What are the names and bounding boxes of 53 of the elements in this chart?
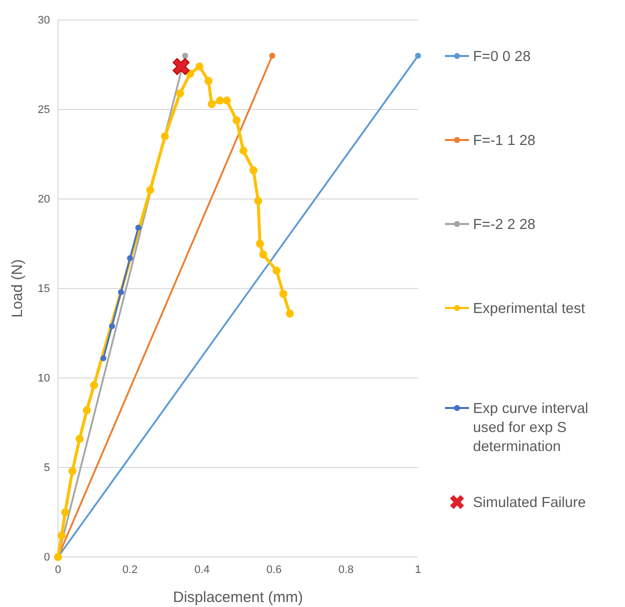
y-tick-label: 0 xyxy=(44,552,50,564)
point xyxy=(272,266,281,275)
point xyxy=(61,508,70,516)
y-tick-label: 30 xyxy=(38,14,50,27)
legend-label: Simulated Failure xyxy=(473,495,586,511)
x-tick-label: 0.6 xyxy=(266,564,282,576)
point xyxy=(127,255,133,262)
point xyxy=(249,166,258,174)
x-tick-label: 0 xyxy=(54,564,62,576)
x-tick-label: 0.4 xyxy=(194,564,210,576)
y-tick-label: 20 xyxy=(38,194,50,206)
x-tick-label: 0.8 xyxy=(338,564,354,576)
point xyxy=(172,58,190,76)
legend-label: Exp curve interval used for exp S determination xyxy=(473,401,588,455)
point xyxy=(146,186,154,194)
y-tick-label: 25 xyxy=(38,104,50,116)
point xyxy=(239,146,248,155)
y-tick-label: 5 xyxy=(44,462,50,474)
point xyxy=(182,52,188,59)
point xyxy=(109,323,115,330)
point xyxy=(216,96,224,105)
y-tick-label: 15 xyxy=(38,283,50,296)
point xyxy=(286,310,294,318)
point xyxy=(232,116,241,124)
point xyxy=(222,96,231,105)
point xyxy=(269,52,276,59)
point xyxy=(204,76,212,85)
point xyxy=(82,406,91,414)
point xyxy=(58,532,66,540)
point xyxy=(254,196,262,205)
point xyxy=(160,132,169,140)
y-tick-label: 10 xyxy=(38,372,50,385)
point xyxy=(135,224,142,231)
x-tick-label: 1 xyxy=(414,564,422,576)
point xyxy=(176,89,184,98)
legend-label: F=-2 2 28 xyxy=(473,217,536,233)
point xyxy=(208,100,216,108)
point xyxy=(76,434,84,443)
point xyxy=(279,290,288,298)
point xyxy=(90,381,98,390)
point xyxy=(100,355,106,362)
x-axis-title: Displacement (mm) xyxy=(172,589,304,606)
point xyxy=(195,62,204,71)
point xyxy=(68,467,76,476)
legend-label: Experimental test xyxy=(473,301,586,317)
point xyxy=(259,250,268,258)
legend-label: F=0 0 28 xyxy=(473,49,531,65)
point xyxy=(118,289,124,296)
y-axis-title: Load (N) xyxy=(9,259,26,318)
x-tick-label: 0.2 xyxy=(122,564,138,576)
point xyxy=(256,240,264,248)
legend-label: F=-1 1 28 xyxy=(473,133,536,149)
point xyxy=(415,52,421,59)
